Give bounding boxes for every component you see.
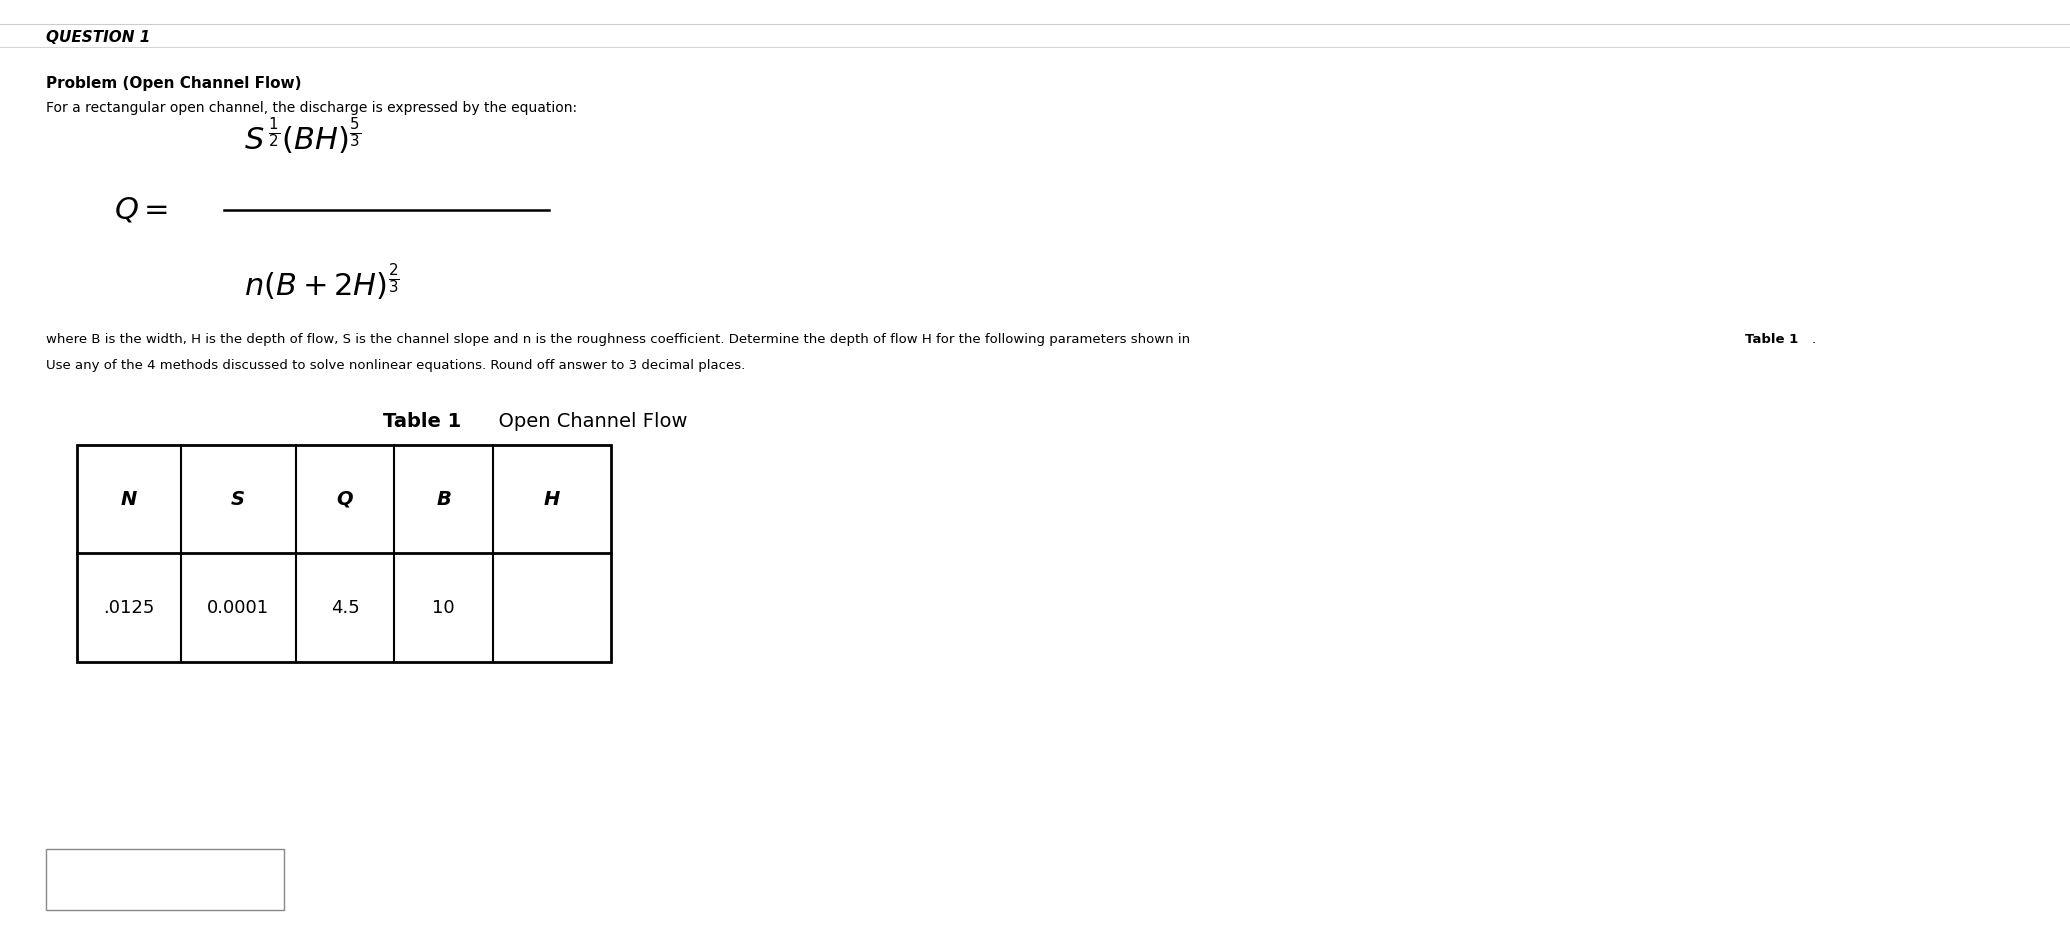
Text: Open Channel Flow: Open Channel Flow: [486, 412, 687, 430]
Text: $\mathit{S}^{\,\frac{1}{2}}\mathit{(BH)}^{\frac{5}{3}}$: $\mathit{S}^{\,\frac{1}{2}}\mathit{(BH)}…: [244, 115, 362, 158]
Text: .0125: .0125: [104, 599, 155, 617]
Text: Table 1: Table 1: [1745, 333, 1799, 346]
Text: Table 1: Table 1: [383, 412, 462, 430]
Text: Use any of the 4 methods discussed to solve nonlinear equations. Round off answe: Use any of the 4 methods discussed to so…: [46, 359, 745, 373]
Text: 4.5: 4.5: [331, 599, 360, 617]
Bar: [77, 445, 611, 662]
Text: S: S: [232, 489, 244, 509]
Text: N: N: [120, 489, 137, 509]
Text: For a rectangular open channel, the discharge is expressed by the equation:: For a rectangular open channel, the disc…: [46, 101, 578, 115]
Bar: [46, 849, 284, 910]
Text: B: B: [437, 489, 451, 509]
Text: $\mathit{Q}=$: $\mathit{Q}=$: [114, 196, 168, 224]
Text: 10: 10: [433, 599, 455, 617]
Text: Q: Q: [337, 489, 354, 509]
Text: where B is the width, H is the depth of flow, S is the channel slope and n is th: where B is the width, H is the depth of …: [46, 333, 1194, 346]
Text: H: H: [544, 489, 561, 509]
Text: .: .: [1811, 333, 1815, 346]
Text: $\mathit{n}\mathit{(B+2H)}^{\frac{2}{3}}$: $\mathit{n}\mathit{(B+2H)}^{\frac{2}{3}}…: [244, 262, 400, 305]
Text: Problem (Open Channel Flow): Problem (Open Channel Flow): [46, 76, 300, 91]
Text: 0.0001: 0.0001: [207, 599, 269, 617]
Text: QUESTION 1: QUESTION 1: [46, 30, 149, 45]
